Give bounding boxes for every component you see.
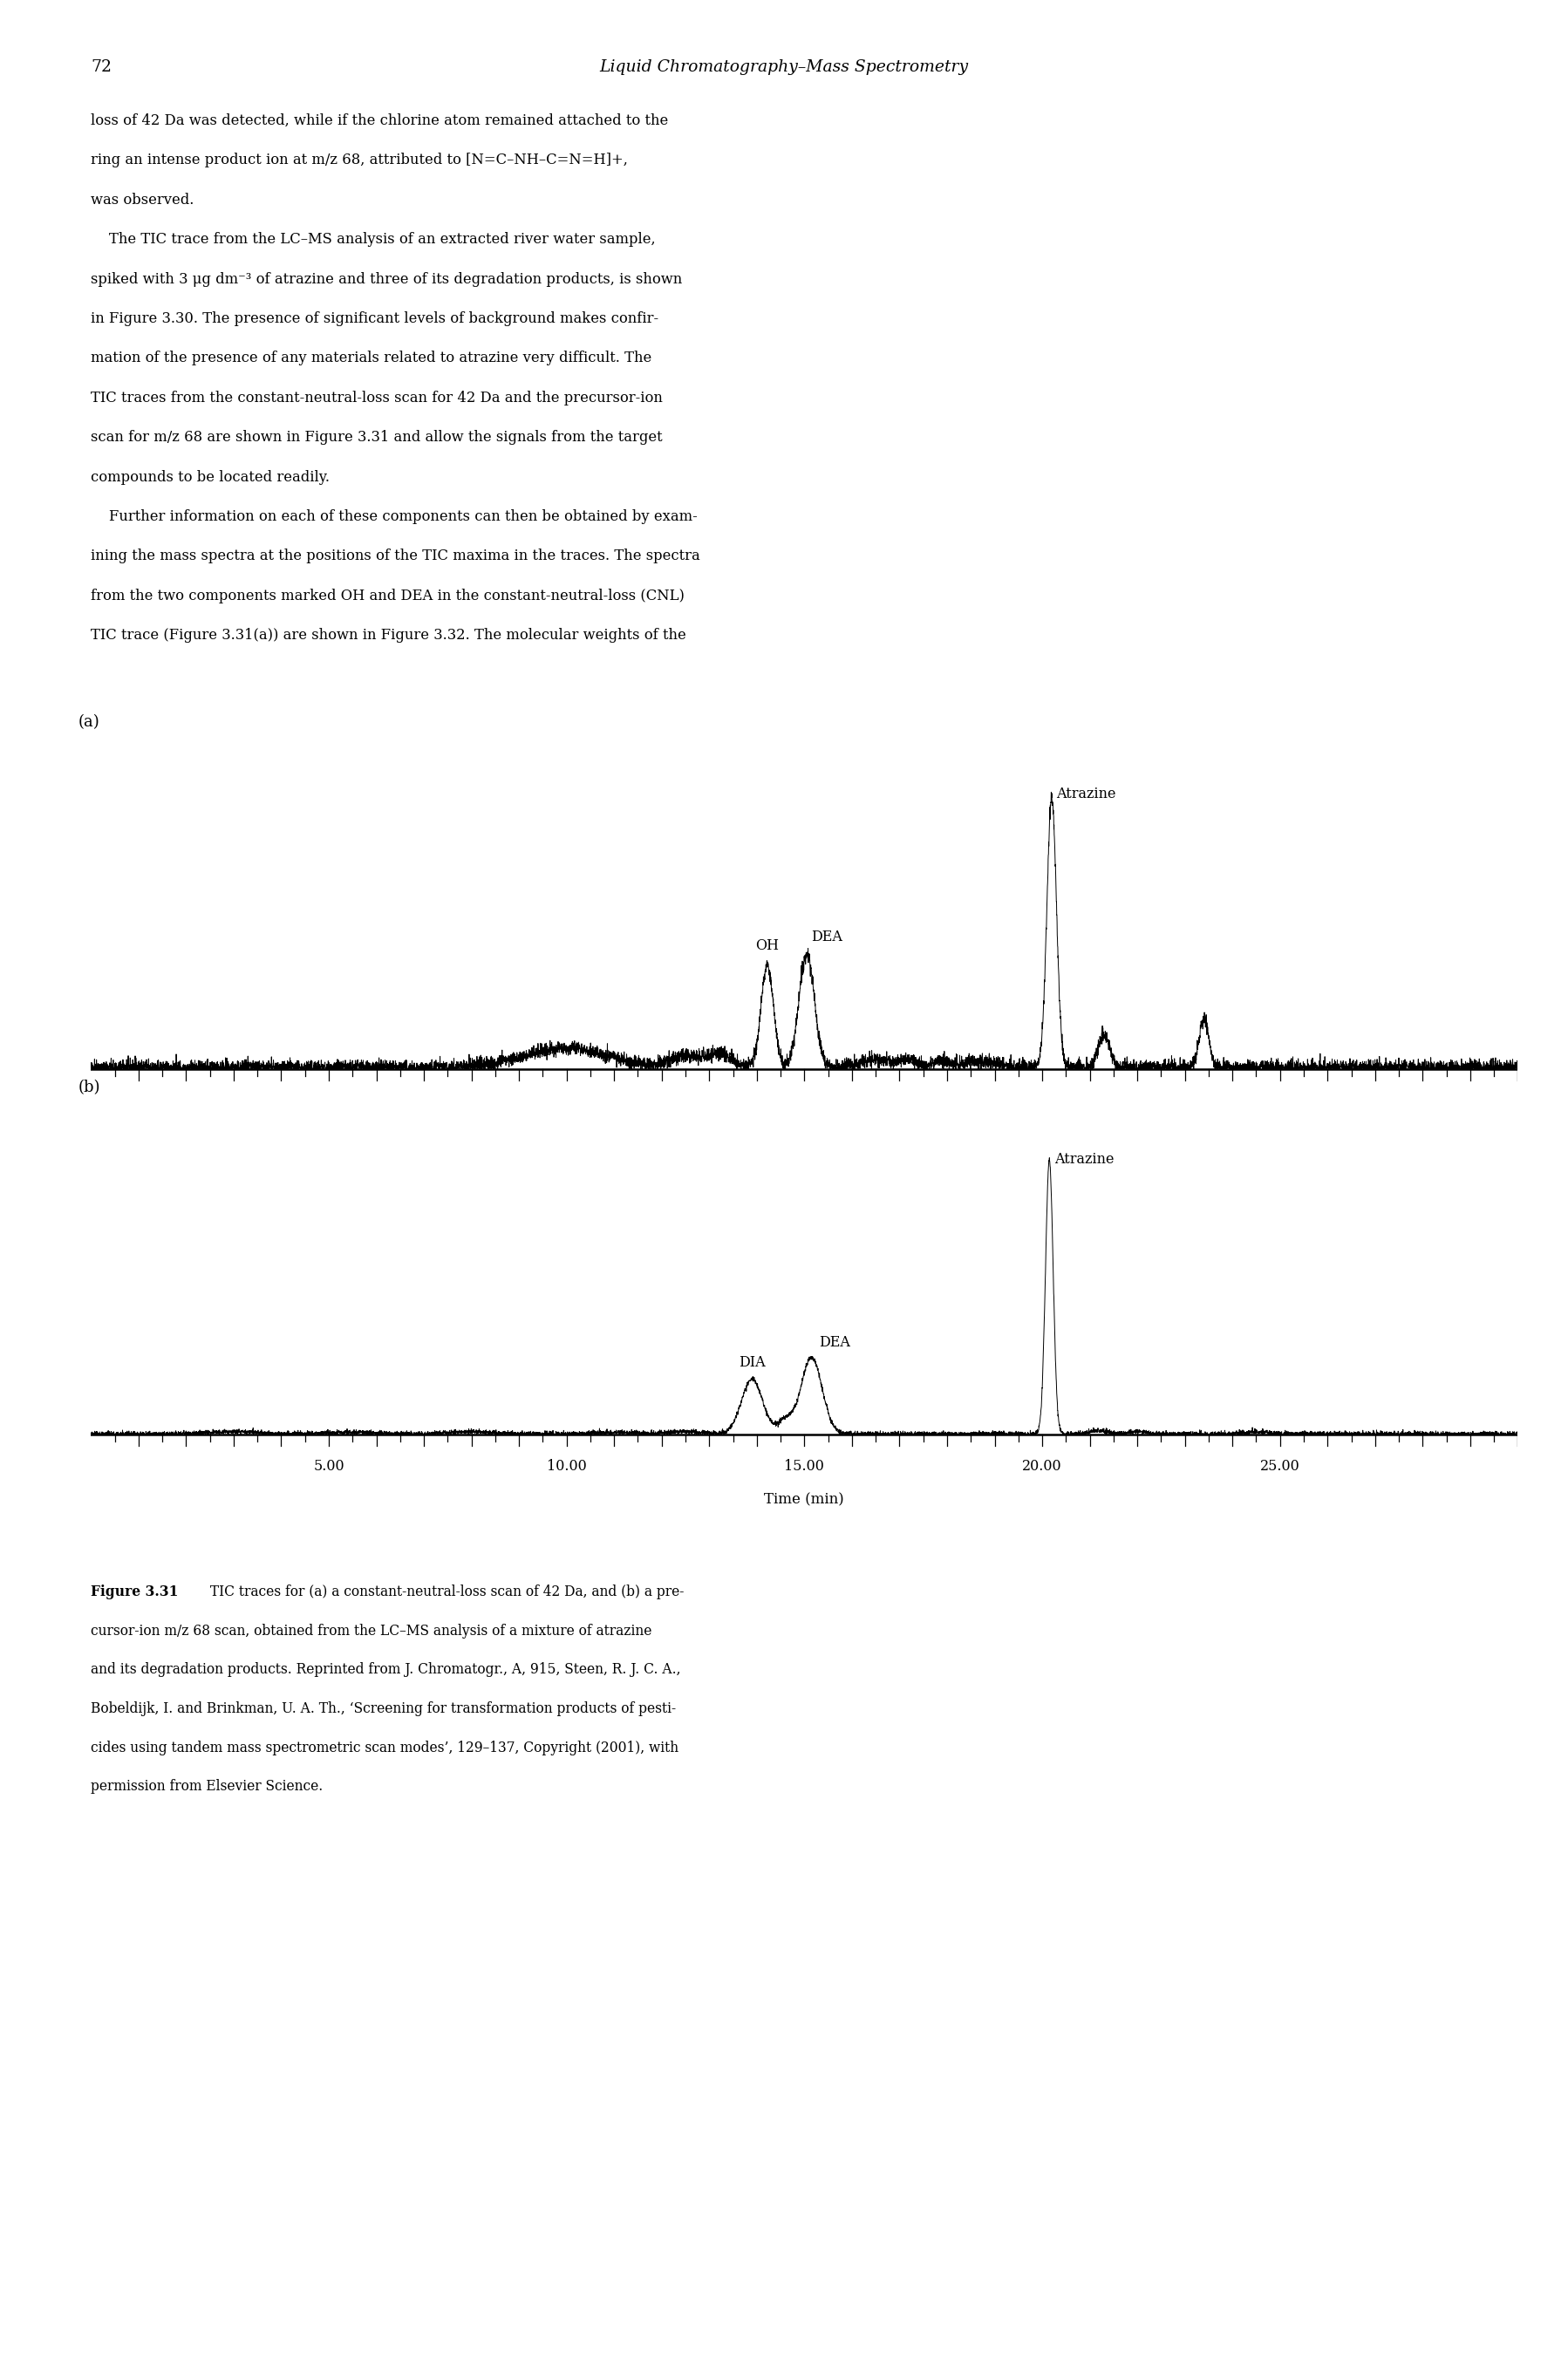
- Text: Atrazine: Atrazine: [1054, 1153, 1113, 1167]
- Text: 25.00: 25.00: [1261, 1460, 1300, 1474]
- Text: mation of the presence of any materials related to atrazine very difficult. The: mation of the presence of any materials …: [91, 351, 652, 365]
- Text: TIC trace (Figure 3.31(a)) are shown in Figure 3.32. The molecular weights of th: TIC trace (Figure 3.31(a)) are shown in …: [91, 627, 687, 644]
- Text: Further information on each of these components can then be obtained by exam-: Further information on each of these com…: [91, 509, 698, 523]
- Text: scan for m/z 68 are shown in Figure 3.31 and allow the signals from the target: scan for m/z 68 are shown in Figure 3.31…: [91, 429, 663, 446]
- Text: 20.00: 20.00: [1022, 1460, 1062, 1474]
- Text: ining the mass spectra at the positions of the TIC maxima in the traces. The spe: ining the mass spectra at the positions …: [91, 549, 701, 564]
- Text: and its degradation products. Reprinted from J. Chromatogr., A, 915, Steen, R. J: and its degradation products. Reprinted …: [91, 1662, 681, 1677]
- Text: TIC traces from the constant-neutral-loss scan for 42 Da and the precursor-ion: TIC traces from the constant-neutral-los…: [91, 391, 663, 406]
- Text: (b): (b): [78, 1080, 100, 1096]
- Text: 72: 72: [91, 59, 111, 75]
- Text: Atrazine: Atrazine: [1057, 788, 1116, 802]
- Text: Time (min): Time (min): [764, 1493, 845, 1507]
- Text: spiked with 3 μg dm⁻³ of atrazine and three of its degradation products, is show: spiked with 3 μg dm⁻³ of atrazine and th…: [91, 271, 682, 285]
- Text: DIA: DIA: [739, 1356, 765, 1370]
- Text: loss of 42 Da was detected, while if the chlorine atom remained attached to the: loss of 42 Da was detected, while if the…: [91, 113, 668, 127]
- Text: 10.00: 10.00: [547, 1460, 586, 1474]
- Text: in Figure 3.30. The presence of significant levels of background makes confir-: in Figure 3.30. The presence of signific…: [91, 311, 659, 325]
- Text: permission from Elsevier Science.: permission from Elsevier Science.: [91, 1778, 323, 1794]
- Text: DEA: DEA: [812, 929, 844, 943]
- Text: was observed.: was observed.: [91, 193, 194, 208]
- Text: compounds to be located readily.: compounds to be located readily.: [91, 469, 329, 483]
- Text: 5.00: 5.00: [314, 1460, 345, 1474]
- Text: Bobeldijk, I. and Brinkman, U. A. Th., ‘Screening for transformation products of: Bobeldijk, I. and Brinkman, U. A. Th., ‘…: [91, 1702, 676, 1717]
- Text: The TIC trace from the LC–MS analysis of an extracted river water sample,: The TIC trace from the LC–MS analysis of…: [91, 231, 655, 248]
- Text: Figure 3.31: Figure 3.31: [91, 1585, 179, 1599]
- Text: OH: OH: [756, 938, 779, 953]
- Text: cides using tandem mass spectrometric scan modes’, 129–137, Copyright (2001), wi: cides using tandem mass spectrometric sc…: [91, 1740, 679, 1754]
- Text: ring an intense product ion at m/z 68, attributed to [N=C–NH–C=N=H]+,: ring an intense product ion at m/z 68, a…: [91, 153, 629, 167]
- Text: cursor-ion m/z 68 scan, obtained from the LC–MS analysis of a mixture of atrazin: cursor-ion m/z 68 scan, obtained from th…: [91, 1622, 652, 1639]
- Text: (a): (a): [78, 714, 100, 731]
- Text: Liquid Chromatography–Mass Spectrometry: Liquid Chromatography–Mass Spectrometry: [599, 59, 969, 75]
- Text: DEA: DEA: [818, 1335, 850, 1351]
- Text: TIC traces for (a) a constant-neutral-loss scan of 42 Da, and (b) a pre-: TIC traces for (a) a constant-neutral-lo…: [205, 1585, 684, 1599]
- Text: from the two components marked OH and DEA in the constant-neutral-loss (CNL): from the two components marked OH and DE…: [91, 590, 685, 604]
- Text: 15.00: 15.00: [784, 1460, 825, 1474]
